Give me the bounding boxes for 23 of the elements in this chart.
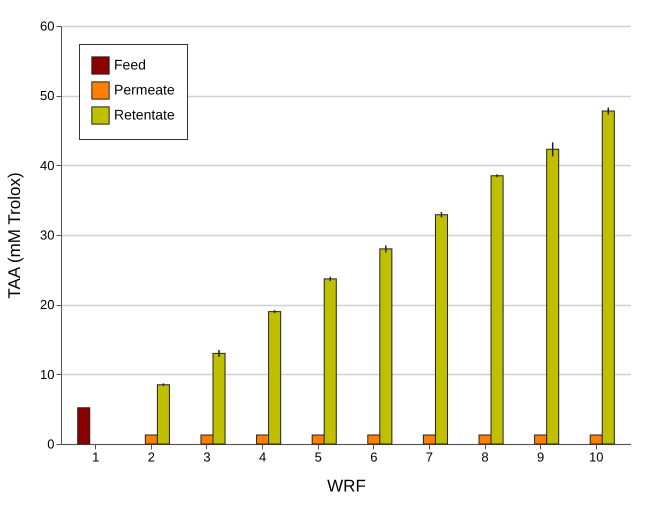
x-tick-label: 5 bbox=[314, 450, 322, 464]
y-tick-label: 30 bbox=[40, 228, 54, 242]
legend-label: Permeate bbox=[114, 82, 175, 98]
y-tick-label: 40 bbox=[40, 158, 54, 173]
y-tick-label: 10 bbox=[40, 366, 54, 382]
legend-label: Feed bbox=[114, 56, 146, 72]
y-tick-label: 20 bbox=[40, 297, 54, 312]
y-axis-title: TAA (mM Trolox) bbox=[5, 172, 24, 299]
x-tick-label: 6 bbox=[370, 450, 378, 464]
x-tick-label: 2 bbox=[148, 450, 155, 464]
y-tick-label: 60 bbox=[40, 18, 54, 34]
legend-label: Retentate bbox=[114, 106, 175, 122]
x-tick-label: 9 bbox=[537, 450, 544, 464]
y-tick-label: 50 bbox=[40, 88, 54, 104]
bar bbox=[77, 407, 90, 444]
y-tick-label: 0 bbox=[47, 436, 54, 452]
x-tick-label: 3 bbox=[203, 450, 211, 464]
x-tick-label: 1 bbox=[92, 450, 100, 464]
x-tick-label: 8 bbox=[481, 450, 489, 464]
x-axis-title: WRF bbox=[327, 476, 366, 496]
x-tick-label: 4 bbox=[258, 450, 266, 464]
x-tick-label: 7 bbox=[426, 450, 434, 464]
x-tick-label: 10 bbox=[589, 450, 604, 464]
